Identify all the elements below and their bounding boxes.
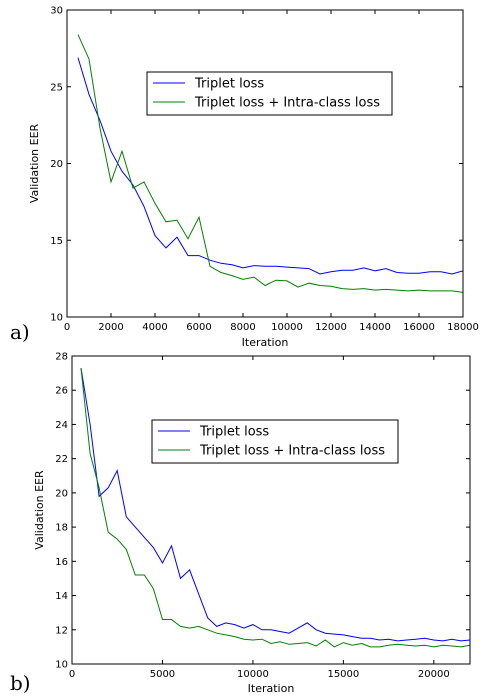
y-tick-label: 20: [50, 159, 63, 170]
x-tick-label: 5000: [150, 669, 175, 680]
x-tick-label: 12000: [315, 322, 347, 333]
plot-frame: [71, 355, 471, 665]
x-tick-label: 10000: [237, 669, 269, 680]
y-tick-label: 28: [55, 352, 68, 363]
x-tick-label: 6000: [186, 322, 211, 333]
x-axis-label: Iteration: [248, 682, 295, 695]
legend-label-triplet: Triplet loss: [199, 425, 269, 440]
x-tick-label: 2000: [98, 322, 123, 333]
legend-label-triplet-intra: Triplet loss + Intra-class loss: [194, 96, 380, 111]
legend-box: [151, 419, 399, 464]
chart-panel-b: 0 5000 10000 15000 20000 10 12 14 16 18 20 22 24 26 28…: [10, 352, 471, 695]
x-tick-label: 15000: [327, 669, 359, 680]
legend-label-triplet: Triplet loss: [194, 77, 264, 92]
plot-frame: [66, 9, 464, 318]
panel-label: b): [10, 671, 31, 695]
series-line-triplet: [77, 57, 463, 275]
y-tick-label: 24: [55, 420, 68, 431]
y-tick-label: 12: [55, 625, 68, 636]
y-tick-label: 26: [55, 386, 68, 397]
y-tick-label: 22: [55, 454, 68, 465]
y-tick-label: 16: [55, 557, 68, 568]
legend-label-triplet-intra: Triplet loss + Intra-class loss: [199, 444, 385, 459]
x-tick-label: 10000: [271, 322, 303, 333]
legend: Triplet loss Triplet loss + Intra-class l…: [151, 419, 399, 464]
series-line-triplet: [80, 367, 470, 642]
y-tick-label: 10: [55, 660, 68, 671]
y-tick-label: 18: [55, 523, 68, 534]
x-tick-label: 16000: [403, 322, 435, 333]
x-tick-label: 0: [69, 669, 75, 680]
series-line-triplet-intra: [80, 367, 470, 648]
legend-box: [146, 71, 393, 116]
x-tick-label: 18000: [447, 322, 479, 333]
y-tick-label: 15: [50, 236, 63, 247]
y-axis-label: Validation EER: [33, 470, 46, 550]
x-tick-label: 14000: [359, 322, 391, 333]
x-tick-label: 4000: [142, 322, 167, 333]
y-tick-label: 14: [55, 591, 68, 602]
y-tick-label: 10: [50, 313, 63, 324]
y-tick-label: 30: [50, 6, 63, 17]
y-tick-label: 20: [55, 488, 68, 499]
x-tick-label: 0: [64, 322, 70, 333]
series-line-triplet-intra: [77, 34, 463, 293]
x-tick-label: 20000: [418, 669, 450, 680]
y-axis-label: Validation EER: [28, 123, 41, 203]
chart-panel-a: 0 2000 4000 6000 8000 10000 12000 14000 16000 180…: [10, 6, 479, 350]
panel-label: a): [10, 320, 30, 344]
x-axis-label: Iteration: [242, 336, 289, 349]
y-tick-label: 25: [50, 82, 63, 93]
x-tick-label: 8000: [230, 322, 255, 333]
legend: Triplet loss Triplet loss + Intra-class l…: [146, 71, 393, 116]
